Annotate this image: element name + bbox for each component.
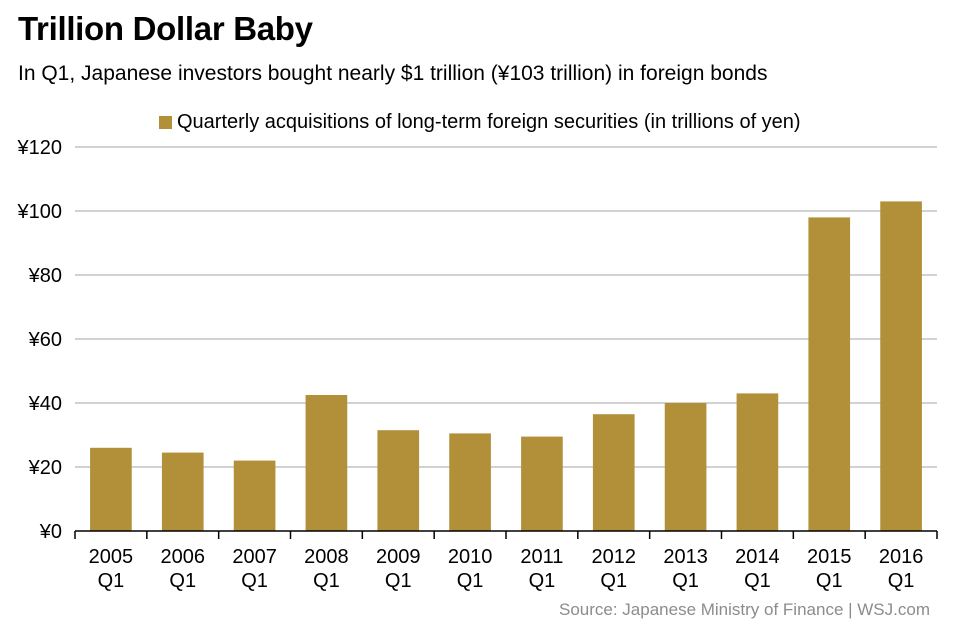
y-tick-label: ¥60 [28,329,62,351]
y-tick-label: ¥40 [28,393,62,415]
bar [90,447,132,531]
y-tick-label: ¥80 [28,265,62,287]
chart-title: Trillion Dollar Baby [18,10,313,47]
bar [808,217,851,531]
x-axis [74,530,938,539]
x-tick-label: 2005 Q1 [89,546,134,592]
legend-swatch [159,116,172,129]
x-tick-label: 2011 Q1 [520,546,563,592]
bar [377,430,420,531]
x-tick-label: 2016 Q1 [879,546,924,592]
x-tick-label: 2010 Q1 [448,546,493,592]
bar [449,433,491,531]
chart-legend: Quarterly acquisitions of long-term fore… [159,111,801,134]
bar [305,395,348,531]
bar [880,201,922,531]
y-tick-label: ¥20 [28,457,62,479]
x-tick-label: 2007 Q1 [232,546,277,592]
x-tick-label: 2006 Q1 [161,546,206,592]
x-tick-label: 2009 Q1 [376,546,421,592]
legend-label: Quarterly acquisitions of long-term fore… [177,111,801,133]
chart-subtitle: In Q1, Japanese investors bought nearly … [18,62,768,85]
bar [664,403,707,531]
x-tick-label: 2015 Q1 [807,546,852,592]
bar [736,393,779,531]
x-tick-label: 2008 Q1 [304,546,349,592]
bars [90,201,922,531]
x-tick-label: 2014 Q1 [735,546,780,592]
grid-lines [75,146,937,468]
y-axis-tick-labels: ¥0 ¥20 ¥40 ¥60 ¥80 ¥100 ¥120 [17,137,63,543]
x-axis-tick-labels: 2005 Q1 2006 Q1 2007 Q1 2008 Q1 2009 Q1 2010 Q1 2011… [89,546,924,592]
bar [233,460,276,531]
source-note: Source: Japanese Ministry of Finance | W… [558,600,930,619]
y-tick-label: ¥120 [17,137,63,159]
y-tick-label: ¥100 [17,201,63,223]
bar [521,436,563,531]
bar [161,452,204,531]
x-tick-label: 2013 Q1 [663,546,708,592]
x-tick-label: 2012 Q1 [592,546,637,592]
y-tick-label: ¥0 [39,521,62,543]
bar [592,414,635,531]
